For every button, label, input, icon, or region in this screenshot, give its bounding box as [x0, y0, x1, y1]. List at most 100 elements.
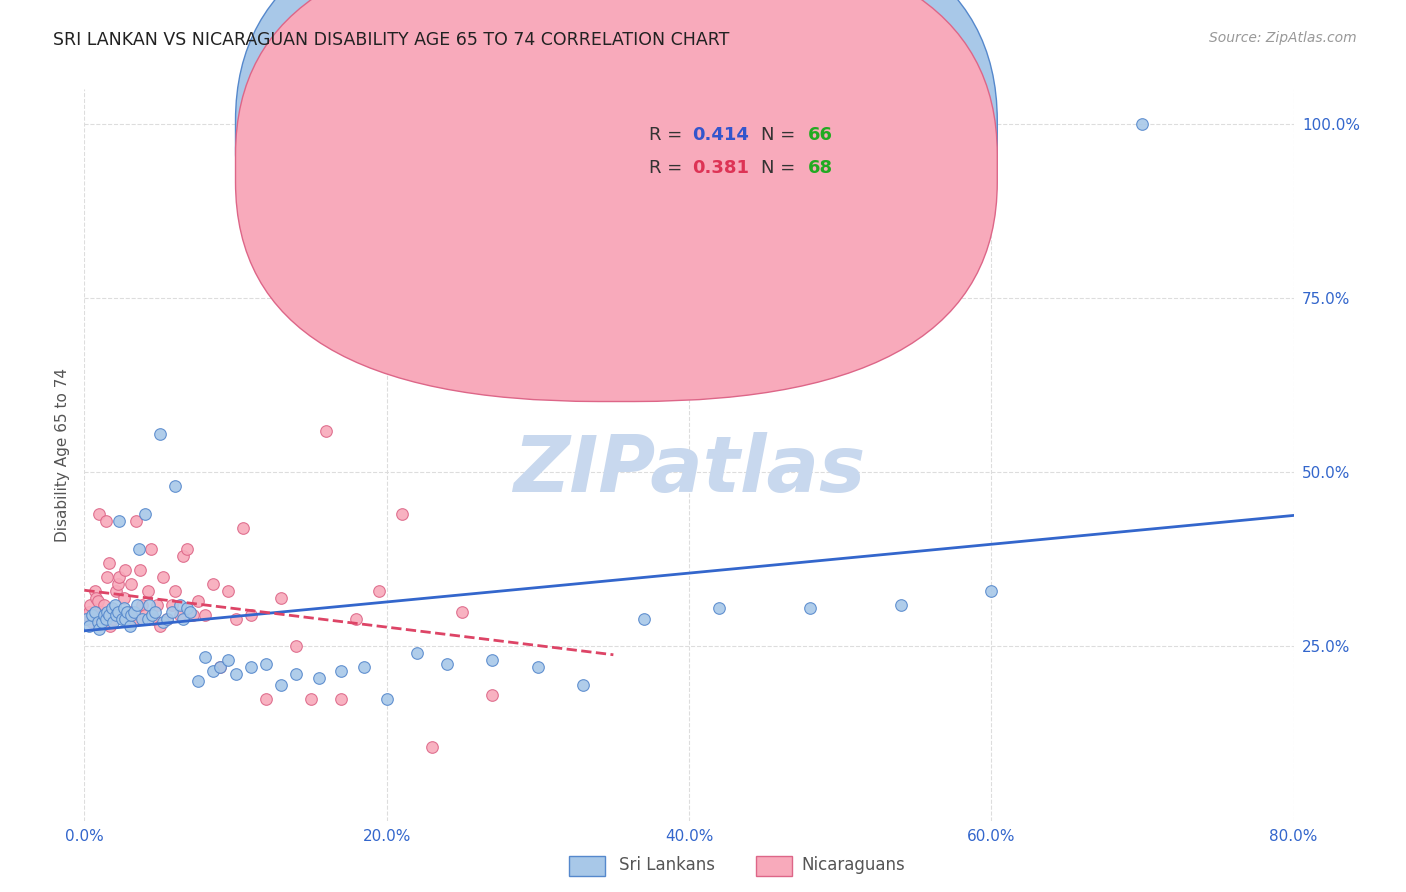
- Text: 66: 66: [807, 126, 832, 144]
- Point: [120, 576, 142, 591]
- Point: [160, 598, 183, 612]
- Point: [285, 667, 308, 681]
- Point: [105, 608, 128, 623]
- Text: 0.414: 0.414: [693, 126, 749, 144]
- FancyBboxPatch shape: [236, 0, 997, 368]
- Point: [77, 605, 100, 619]
- Point: [165, 479, 187, 493]
- Point: [152, 615, 174, 629]
- Point: [111, 612, 134, 626]
- Point: [100, 608, 122, 623]
- Point: [270, 678, 292, 692]
- Point: [169, 598, 191, 612]
- Point: [131, 598, 153, 612]
- Point: [75, 612, 97, 626]
- Point: [451, 605, 474, 619]
- Point: [169, 608, 191, 623]
- Point: [181, 608, 204, 623]
- Point: [118, 618, 141, 632]
- Point: [436, 657, 458, 671]
- Point: [165, 583, 187, 598]
- Point: [91, 615, 114, 629]
- Point: [108, 514, 131, 528]
- Point: [122, 605, 145, 619]
- Point: [112, 601, 135, 615]
- Point: [96, 605, 118, 619]
- Point: [172, 549, 194, 563]
- Point: [420, 740, 443, 755]
- Point: [80, 608, 103, 623]
- Point: [136, 612, 159, 626]
- Point: [104, 605, 127, 619]
- Point: [93, 608, 115, 623]
- Y-axis label: Disability Age 65 to 74: Disability Age 65 to 74: [55, 368, 70, 542]
- Text: SRI LANKAN VS NICARAGUAN DISABILITY AGE 65 TO 74 CORRELATION CHART: SRI LANKAN VS NICARAGUAN DISABILITY AGE …: [53, 31, 730, 49]
- Point: [104, 598, 127, 612]
- Point: [105, 583, 128, 598]
- Point: [136, 583, 159, 598]
- Point: [134, 507, 156, 521]
- Point: [239, 660, 262, 674]
- Point: [299, 691, 322, 706]
- Point: [134, 608, 156, 623]
- Point: [141, 608, 163, 623]
- Point: [111, 608, 134, 623]
- Point: [217, 583, 239, 598]
- Point: [87, 594, 110, 608]
- Point: [406, 647, 429, 661]
- Text: N =: N =: [762, 159, 801, 178]
- Point: [118, 605, 141, 619]
- Point: [107, 576, 129, 591]
- Point: [128, 541, 150, 556]
- Point: [187, 594, 209, 608]
- FancyBboxPatch shape: [236, 0, 997, 401]
- Point: [107, 605, 129, 619]
- Point: [93, 598, 115, 612]
- Point: [87, 615, 110, 629]
- Point: [239, 608, 262, 623]
- Point: [97, 556, 120, 570]
- Point: [315, 424, 337, 438]
- Point: [77, 618, 100, 632]
- Point: [125, 514, 148, 528]
- Point: [112, 591, 135, 605]
- Point: [91, 608, 114, 623]
- Point: [799, 601, 821, 615]
- Point: [225, 667, 247, 681]
- Text: R =: R =: [650, 126, 688, 144]
- Point: [209, 660, 232, 674]
- Point: [346, 612, 368, 626]
- Text: ZIPatlas: ZIPatlas: [513, 432, 865, 508]
- Text: R =: R =: [650, 159, 688, 178]
- Point: [100, 601, 122, 615]
- Point: [98, 618, 121, 632]
- Point: [527, 660, 550, 674]
- Point: [96, 570, 118, 584]
- Point: [82, 608, 104, 623]
- Point: [76, 608, 98, 623]
- Point: [368, 583, 391, 598]
- Point: [145, 605, 167, 619]
- Point: [156, 612, 179, 626]
- Point: [131, 612, 153, 626]
- Point: [152, 570, 174, 584]
- Point: [115, 605, 138, 619]
- Point: [101, 615, 124, 629]
- Point: [572, 678, 595, 692]
- Text: 0.381: 0.381: [693, 159, 749, 178]
- Point: [80, 615, 103, 629]
- Point: [176, 541, 198, 556]
- Point: [89, 507, 111, 521]
- Point: [156, 612, 179, 626]
- Point: [84, 583, 107, 598]
- Point: [97, 608, 120, 623]
- Point: [114, 563, 136, 577]
- Point: [176, 601, 198, 615]
- FancyBboxPatch shape: [586, 112, 936, 195]
- Point: [138, 598, 160, 612]
- Point: [308, 671, 330, 685]
- Point: [254, 657, 277, 671]
- Text: Nicaraguans: Nicaraguans: [801, 856, 905, 874]
- Text: Source: ZipAtlas.com: Source: ZipAtlas.com: [1209, 31, 1357, 45]
- Point: [94, 612, 117, 626]
